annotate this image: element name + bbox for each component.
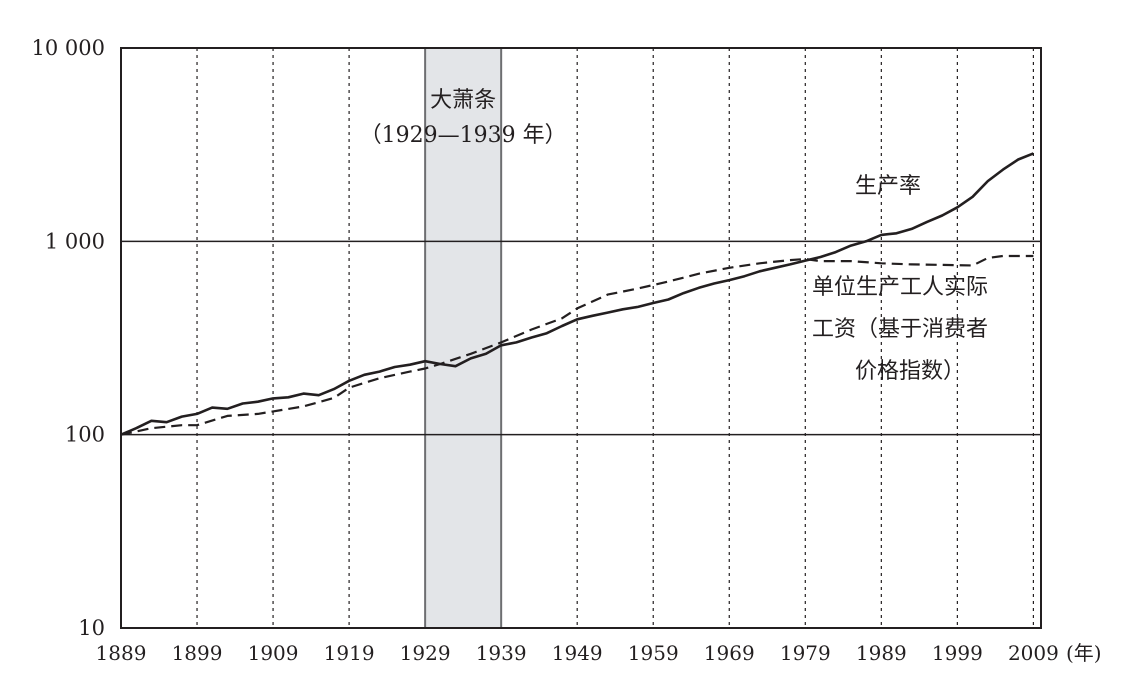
x-tick-label: 1999 [932, 641, 983, 665]
series-line-productivity [120, 152, 1034, 436]
x-axis-unit-label: (年) [1066, 641, 1102, 665]
x-tick-label: 1949 [552, 641, 603, 665]
x-tick-label: 1899 [172, 641, 223, 665]
x-tick-label: 1919 [324, 641, 375, 665]
series-layer [120, 152, 1034, 436]
x-tick-label: 1939 [476, 641, 527, 665]
depression-label: 大萧条 [430, 88, 496, 113]
plot-frame [120, 47, 1042, 629]
x-tick-label: 1959 [628, 641, 679, 665]
productivity-line-label: 生产率 [855, 174, 921, 199]
grid-layer [121, 48, 1041, 628]
series-line-real-wage [120, 254, 1034, 436]
depression-years-label: （1929—1939 年） [360, 123, 567, 148]
x-tick-label: 1969 [704, 641, 755, 665]
y-tick-label: 1 000 [45, 229, 105, 253]
wage-line-label-3: 价格指数） [855, 359, 965, 384]
wage-line-label-1: 单位生产工人实际 [812, 275, 988, 300]
y-tick-label: 100 [65, 423, 105, 447]
y-tick-label: 10 000 [32, 36, 105, 60]
x-tick-label: 1929 [400, 641, 451, 665]
depression-shaded-band [424, 47, 503, 629]
tick-label-layer: 10 100 1 000 10 000 1889 1899 1909 1919 1929 1939… [32, 36, 1102, 665]
x-tick-label: 1979 [780, 641, 831, 665]
wage-line-label-2: 工资（基于消费者 [812, 317, 988, 342]
x-tick-label: 1909 [248, 641, 299, 665]
x-tick-label: 1989 [856, 641, 907, 665]
x-tick-label: 2009 [1008, 641, 1059, 665]
shaded-region-layer [424, 47, 503, 629]
x-tick-label: 1889 [96, 641, 147, 665]
y-tick-label: 10 [78, 616, 105, 640]
